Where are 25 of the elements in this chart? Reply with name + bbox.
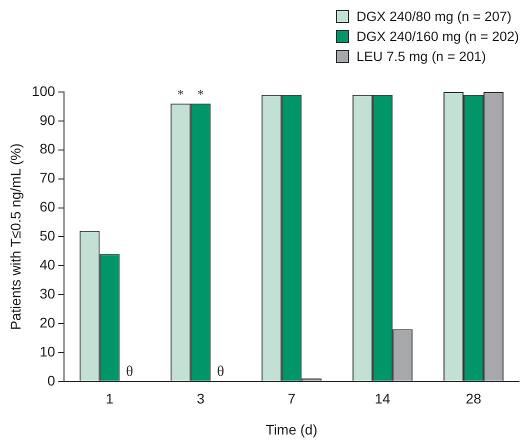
y-tick-label: 60 [40,198,56,215]
y-tick-label: 50 [40,228,56,244]
y-tick-label: 20 [40,314,56,330]
annotation: θ [126,364,134,380]
y-tick-label: 0 [47,372,56,388]
legend-label: LEU 7.5 mg (n = 201) [356,48,486,64]
x-tick-label: 28 [466,390,482,407]
y-tick-label: 10 [40,343,56,360]
x-tick-label: 7 [288,390,296,407]
y-tick-label: 30 [40,285,56,302]
y-tick-label: 70 [40,170,56,186]
y-tick-label: 100 [32,82,56,99]
y-tick-label: 90 [40,112,56,128]
x-tick-label: 14 [374,390,391,407]
x-tick-label: 3 [196,390,205,407]
x-axis-title: Time (d) [266,421,318,438]
annotation: * [197,86,204,102]
y-axis-title: Patients with T≤0.5 ng/mL (%) [7,143,24,330]
annotation: θ [217,364,224,380]
y-tick-label: 40 [40,256,56,272]
legend-label: DGX 240/80 mg (n = 207) [356,8,512,24]
x-tick-label: 1 [106,390,114,407]
y-tick-label: 80 [40,140,56,157]
annotation: * [177,86,184,102]
legend-label: DGX 240/160 mg (n = 202) [356,28,519,44]
